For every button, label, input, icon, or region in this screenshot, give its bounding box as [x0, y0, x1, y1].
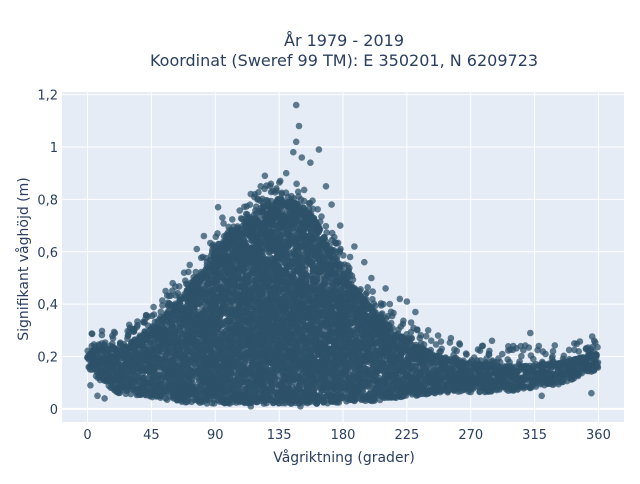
scatter-point — [302, 266, 309, 273]
